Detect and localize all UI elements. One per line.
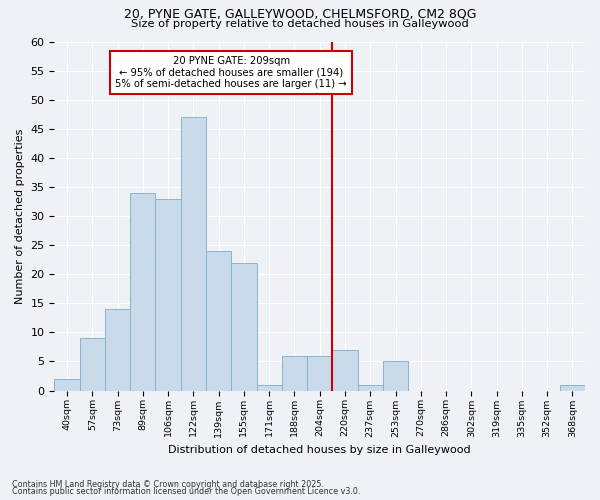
Bar xyxy=(206,251,231,390)
X-axis label: Distribution of detached houses by size in Galleywood: Distribution of detached houses by size … xyxy=(169,445,471,455)
Y-axis label: Number of detached properties: Number of detached properties xyxy=(15,128,25,304)
Bar xyxy=(231,262,257,390)
Bar xyxy=(80,338,105,390)
Text: 20 PYNE GATE: 209sqm
← 95% of detached houses are smaller (194)
5% of semi-detac: 20 PYNE GATE: 209sqm ← 95% of detached h… xyxy=(115,56,347,89)
Bar xyxy=(155,198,181,390)
Bar xyxy=(105,309,130,390)
Text: Contains public sector information licensed under the Open Government Licence v3: Contains public sector information licen… xyxy=(12,487,361,496)
Bar xyxy=(332,350,358,391)
Bar xyxy=(307,356,332,390)
Bar xyxy=(130,192,155,390)
Bar xyxy=(560,384,585,390)
Text: Contains HM Land Registry data © Crown copyright and database right 2025.: Contains HM Land Registry data © Crown c… xyxy=(12,480,324,489)
Bar xyxy=(55,379,80,390)
Text: Size of property relative to detached houses in Galleywood: Size of property relative to detached ho… xyxy=(131,19,469,29)
Bar xyxy=(181,117,206,390)
Bar xyxy=(383,362,408,390)
Bar xyxy=(257,384,282,390)
Text: 20, PYNE GATE, GALLEYWOOD, CHELMSFORD, CM2 8QG: 20, PYNE GATE, GALLEYWOOD, CHELMSFORD, C… xyxy=(124,8,476,20)
Bar xyxy=(358,384,383,390)
Bar xyxy=(282,356,307,390)
